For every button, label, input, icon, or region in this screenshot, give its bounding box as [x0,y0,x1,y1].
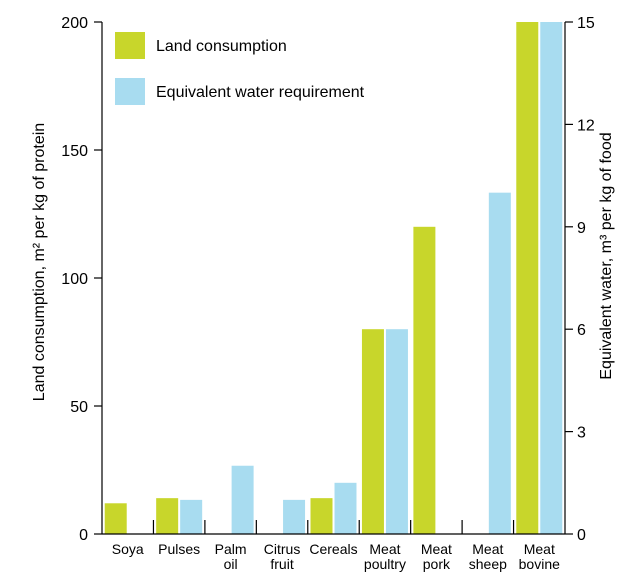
legend: Land consumption Equivalent water require… [115,32,365,105]
category-label-3: Citrus fruit [264,541,301,572]
right-tick-label-4: 12 [577,117,595,134]
category-label-4: Cereals [309,541,357,557]
bar-land-0 [104,503,127,534]
left-tick-label-2: 100 [61,271,88,288]
legend-swatch-0 [115,32,145,59]
category-label-0: Soya [112,541,144,557]
category-label-6: Meat pork [421,541,452,572]
right-tick-label-1: 3 [577,425,586,442]
category-label-8: Meat bovine [519,541,560,572]
axes-layer [94,21,573,535]
bar-water-8 [540,22,563,534]
left-tick-label-3: 150 [61,143,88,160]
bar-land-4 [310,498,333,534]
category-label-7: Meat sheep [469,541,507,572]
bar-land-5 [361,329,384,534]
legend-swatch-1 [115,78,145,105]
y-axis-title: Land consumption, m² per kg of protein [31,123,48,401]
bar-water-7 [488,192,511,534]
right-tick-label-0: 0 [577,527,586,544]
bar-land-1 [156,498,179,534]
y2-axis-title: Equivalent water, m³ per kg of food [598,132,615,379]
category-label-2: Palm oil [215,541,247,572]
right-tick-label-3: 9 [577,220,586,237]
bar-land-6 [413,226,436,535]
left-tick-label-1: 50 [70,399,88,416]
left-tick-label-4: 200 [61,15,88,32]
bar-water-2 [231,465,254,534]
right-tick-label-5: 15 [577,15,595,32]
category-label-1: Pulses [158,541,200,557]
left-tick-label-0: 0 [79,527,88,544]
bar-water-4 [334,482,357,534]
bar-water-3 [283,499,306,534]
bar-water-1 [180,499,203,534]
legend-label-1: Equivalent water requirement [156,84,365,101]
bars-layer [104,22,563,535]
category-label-5: Meat poultry [364,541,406,572]
bar-water-5 [385,329,408,534]
legend-label-0: Land consumption [156,38,287,55]
bar-land-8 [516,22,539,534]
labels-layer: 0 50 100 150 200 0 3 6 9 12 15 Soya Pulses Palm oil Cit… [31,15,615,572]
right-tick-label-2: 6 [577,322,586,339]
